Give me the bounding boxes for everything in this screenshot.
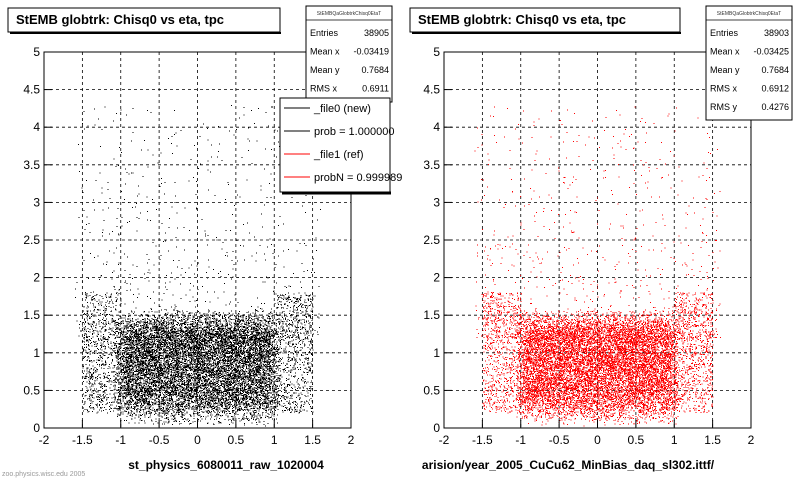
y-tick-label: 0.5 xyxy=(23,383,40,397)
x-tick-label: 1.5 xyxy=(304,433,321,447)
stats-label: RMS x xyxy=(710,84,738,94)
x-tick-label: 0.5 xyxy=(228,433,245,447)
stats-value: -0.03425 xyxy=(753,47,789,57)
stats-label: Entries xyxy=(310,28,339,38)
x-tick-label: -0.5 xyxy=(549,433,570,447)
x-tick-label: 2 xyxy=(748,433,755,447)
stats-value: 0.6911 xyxy=(362,84,389,94)
x-tick-label: -1.5 xyxy=(472,433,493,447)
y-tick-label: 2.5 xyxy=(23,233,40,247)
y-tick-label: 2 xyxy=(433,271,440,285)
legend-label: prob = 1.000000 xyxy=(314,126,394,138)
y-tick-label: 3 xyxy=(433,195,440,209)
y-tick-label: 0.5 xyxy=(423,383,440,397)
y-tick-label: 0 xyxy=(433,421,440,435)
stats-value: 0.4276 xyxy=(761,102,789,112)
legend-label: _file0 (new) xyxy=(313,103,371,115)
stats-label: Mean x xyxy=(710,47,740,57)
scatter-points xyxy=(474,104,721,427)
stats-value: -0.03419 xyxy=(353,47,389,57)
y-tick-label: 5 xyxy=(33,45,40,59)
x-tick-label: -2 xyxy=(439,433,450,447)
y-tick-label: 4 xyxy=(33,120,40,134)
stats-label: Mean x xyxy=(310,47,340,57)
stats-label: Entries xyxy=(710,28,739,38)
y-tick-label: 1 xyxy=(33,346,40,360)
stats-label: Mean y xyxy=(310,65,340,75)
y-tick-label: 2 xyxy=(33,271,40,285)
title-box xyxy=(7,7,281,33)
x-tick-label: -1 xyxy=(115,433,126,447)
right-panel: -2 -1.5 -1 -0.5 0 0.5 1 1.5 2 0 0.5 1 1.5 2 2.5 3 3.5 4 4.… xyxy=(409,5,793,472)
footer-text: zoo.physics.wisc.edu 2005 xyxy=(2,471,85,478)
y-tick-label: 5 xyxy=(433,45,440,59)
stats-header: StEMBQaGlobtrkChisq0EtaT xyxy=(317,11,381,17)
x-tick-label: -1 xyxy=(515,433,526,447)
y-tick-label: 1.5 xyxy=(423,308,440,322)
legend-label: _file1 (ref) xyxy=(313,149,364,161)
x-tick-label: 0 xyxy=(194,433,201,447)
y-tick-label: 4.5 xyxy=(423,83,440,97)
x-tick-label: 2 xyxy=(348,433,355,447)
y-tick-label: 1 xyxy=(433,346,440,360)
y-tick-label: 4 xyxy=(433,120,440,134)
stats-value: 0.7684 xyxy=(361,65,389,75)
stats-box xyxy=(705,5,793,121)
x-tick-label: 1.5 xyxy=(704,433,721,447)
x-tick-label: 1 xyxy=(271,433,278,447)
stats-box xyxy=(305,5,393,103)
x-axis-label: st_physics_6080011_raw_1020004 xyxy=(128,458,324,472)
stats-label: RMS x xyxy=(310,84,338,94)
scatter-points xyxy=(75,105,322,427)
stats-header: StEMBQaGlobtrkChisq0EtaT xyxy=(717,11,781,17)
y-tick-label: 4.5 xyxy=(23,83,40,97)
x-tick-label: -0.5 xyxy=(149,433,170,447)
x-tick-label: 1 xyxy=(671,433,678,447)
y-tick-label: 0 xyxy=(33,421,40,435)
x-tick-label: 0.5 xyxy=(628,433,645,447)
x-tick-label: -2 xyxy=(39,433,50,447)
chart-title: StEMB globtrk: Chisq0 vs eta, tpc xyxy=(418,12,626,27)
legend-label: probN = 0.999989 xyxy=(314,172,402,184)
y-tick-label: 3.5 xyxy=(423,158,440,172)
y-tick-label: 1.5 xyxy=(23,308,40,322)
y-tick-label: 3.5 xyxy=(23,158,40,172)
y-tick-label: 2.5 xyxy=(423,233,440,247)
stats-value: 0.6912 xyxy=(761,84,789,94)
y-tick-label: 3 xyxy=(33,195,40,209)
title-box xyxy=(409,7,681,33)
stats-label: Mean y xyxy=(710,65,740,75)
stats-label: RMS y xyxy=(710,102,738,112)
chart-title: StEMB globtrk: Chisq0 vs eta, tpc xyxy=(16,12,224,27)
x-tick-label: -1.5 xyxy=(72,433,93,447)
x-axis-label: arision/year_2005_CuCu62_MinBias_daq_sl3… xyxy=(422,458,715,472)
left-panel: -2 -1.5 -1 -0.5 0 0.5 1 1.5 2 0 0.5 1 1.5 2 2.5 3 3.5 4 4.… xyxy=(7,5,402,472)
stats-value: 0.7684 xyxy=(761,65,789,75)
stats-value: 38905 xyxy=(364,28,389,38)
legend-box xyxy=(279,97,391,193)
stats-value: 38903 xyxy=(764,28,789,38)
x-tick-label: 0 xyxy=(594,433,601,447)
